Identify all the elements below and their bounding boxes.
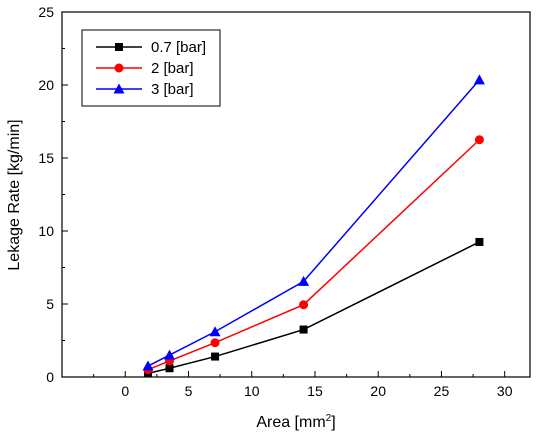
y-tick-label: 25	[38, 4, 54, 20]
x-tick-label: 10	[244, 383, 260, 399]
y-tick-label: 5	[46, 296, 54, 312]
y-axis: 0 5 10 15 20 25	[38, 4, 68, 385]
x-axis-title: Area [mm2]	[256, 413, 335, 431]
series-line-3	[147, 79, 480, 367]
y-tick-label: 0	[46, 369, 54, 385]
y-tick-label: 20	[38, 77, 54, 93]
x-tick-label: 30	[497, 383, 513, 399]
legend-label: 3 [bar]	[151, 81, 194, 98]
legend-marker	[113, 83, 125, 94]
legend-marker	[114, 63, 124, 73]
legend-label: 0.7 [bar]	[151, 39, 206, 56]
x-tick-label: 0	[121, 383, 129, 399]
data-point	[165, 364, 174, 373]
legend-label: 2 [bar]	[151, 60, 194, 77]
legend: 0.7 [bar] 2 [bar] 3 [bar]	[81, 29, 221, 107]
series-line-1	[147, 241, 480, 375]
data-point	[211, 352, 220, 361]
series-line-2	[147, 139, 480, 371]
x-tick-label: 20	[370, 383, 386, 399]
data-point	[473, 74, 485, 85]
data-point	[298, 275, 310, 286]
x-tick-label: 25	[434, 383, 450, 399]
y-axis-title: Lekage Rate [kg/min]	[6, 119, 23, 270]
x-tick-label: 5	[185, 383, 193, 399]
y-tick-label: 10	[38, 223, 54, 239]
y-tick-label: 15	[38, 150, 54, 166]
data-point	[142, 360, 154, 371]
data-point	[299, 325, 308, 334]
data-point	[210, 338, 220, 348]
data-point	[475, 237, 484, 246]
data-point	[474, 135, 484, 145]
series-layer	[142, 74, 485, 378]
x-tick-label: 15	[307, 383, 323, 399]
legend-marker	[115, 43, 123, 51]
data-point	[299, 300, 309, 310]
data-point	[209, 326, 221, 337]
data-point	[164, 349, 176, 360]
x-axis: 0 5 10 15 20 25 30	[93, 371, 513, 399]
